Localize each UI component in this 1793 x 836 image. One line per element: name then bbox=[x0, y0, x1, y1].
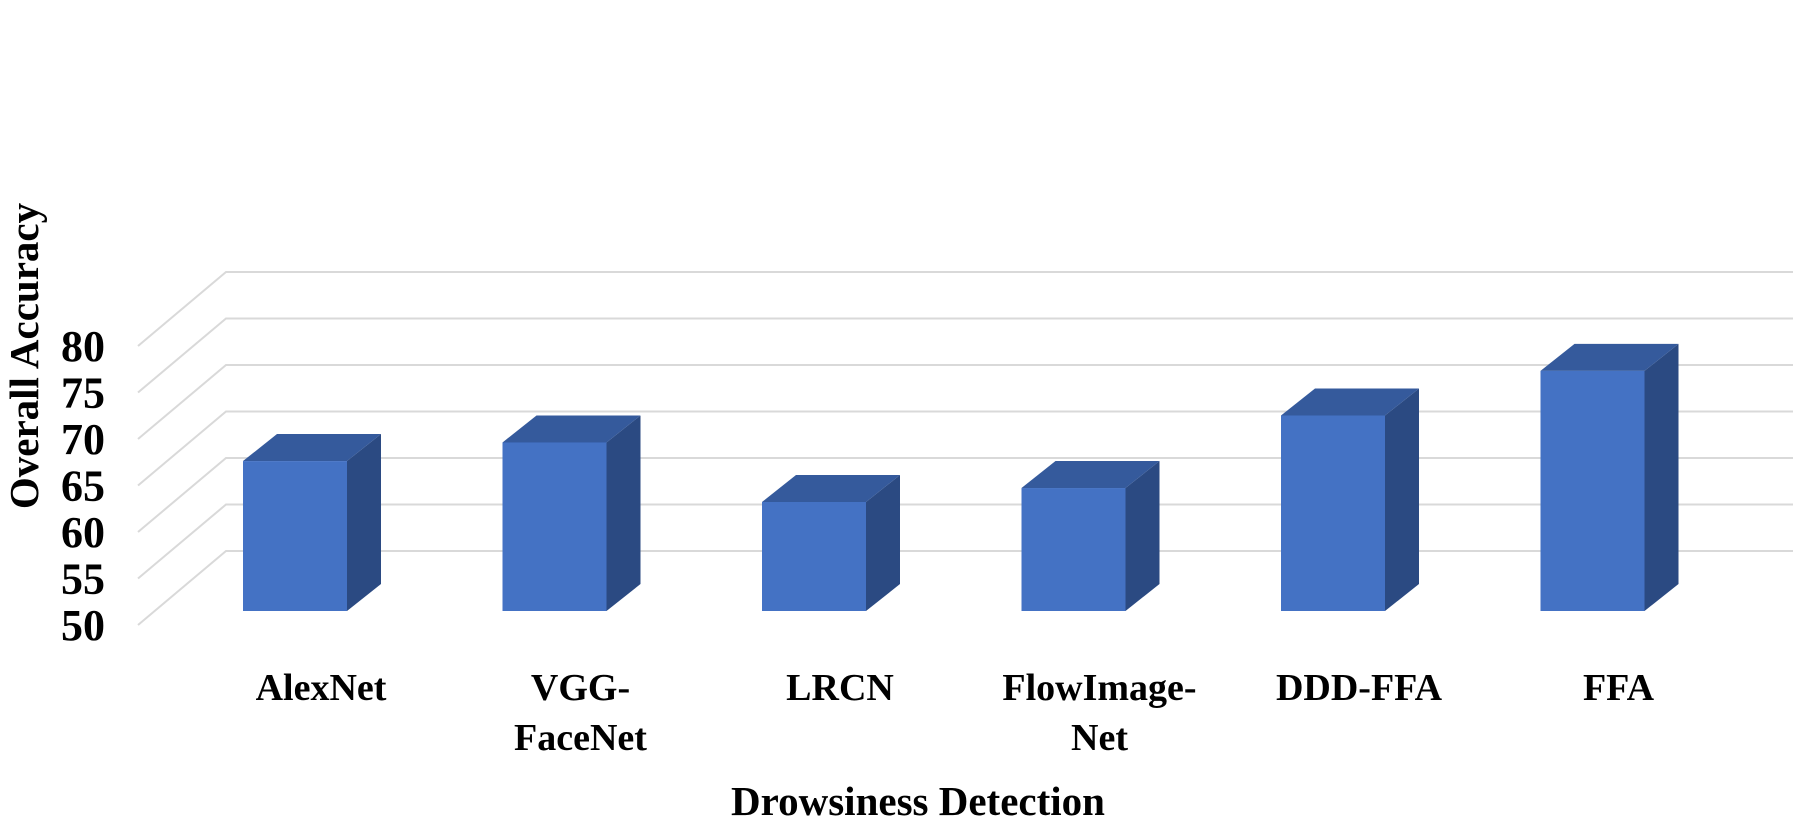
bar-top bbox=[502, 415, 641, 443]
gridline bbox=[137, 550, 1793, 626]
x-tick-label: DDD-FFA bbox=[1276, 667, 1443, 709]
bar-front bbox=[1281, 415, 1385, 611]
gridline bbox=[137, 317, 1793, 394]
x-tick-label: FlowImage- bbox=[1002, 667, 1196, 709]
bar-side bbox=[347, 434, 381, 611]
y-tick-label: 50 bbox=[61, 601, 105, 650]
bar bbox=[1021, 461, 1160, 611]
x-axis-categories: AlexNet VGG- FaceNet LRCN FlowImage- Net DDD-F… bbox=[256, 667, 1655, 759]
x-tick-label: Net bbox=[1071, 717, 1128, 759]
x-tick-label: VGG- bbox=[531, 667, 630, 709]
x-tick-label: LRCN bbox=[786, 667, 894, 709]
bar-side bbox=[1125, 461, 1160, 611]
bar bbox=[1540, 343, 1679, 611]
bar-front bbox=[502, 442, 607, 611]
y-tick-label: 75 bbox=[61, 369, 105, 418]
bar bbox=[502, 415, 641, 611]
gridline bbox=[137, 410, 1793, 487]
gridline bbox=[137, 271, 1793, 347]
bar-side bbox=[866, 474, 900, 611]
y-axis-title: Overall Accuracy bbox=[1, 202, 47, 509]
y-tick-label: 65 bbox=[61, 462, 105, 511]
x-tick-label: AlexNet bbox=[256, 667, 387, 709]
bar bbox=[762, 474, 900, 611]
x-tick-label: FFA bbox=[1583, 667, 1655, 709]
y-tick-label: 60 bbox=[61, 508, 105, 557]
y-tick-label: 80 bbox=[61, 322, 105, 371]
bar-top bbox=[1281, 388, 1419, 416]
x-axis-title: Drowsiness Detection bbox=[731, 778, 1105, 824]
bar-top bbox=[1540, 343, 1679, 371]
bar bbox=[243, 434, 381, 611]
y-tick-label: 70 bbox=[61, 415, 105, 464]
x-tick-label: FaceNet bbox=[514, 717, 647, 759]
gridline bbox=[137, 457, 1793, 533]
bar bbox=[1281, 388, 1419, 611]
bar-side bbox=[606, 415, 641, 611]
bar-top bbox=[243, 434, 381, 462]
bar-side bbox=[1644, 343, 1679, 611]
y-tick-label: 55 bbox=[61, 555, 105, 604]
gridline bbox=[137, 503, 1793, 580]
bar-top bbox=[1021, 461, 1160, 489]
bar-front bbox=[243, 461, 347, 611]
bar-front bbox=[1021, 488, 1126, 611]
bar-side bbox=[1385, 388, 1419, 611]
bar-top bbox=[762, 474, 900, 502]
gridline bbox=[137, 364, 1793, 440]
gridlines bbox=[137, 271, 1793, 626]
bar-front bbox=[762, 501, 866, 611]
bar-front bbox=[1540, 370, 1645, 611]
bars bbox=[243, 343, 1679, 611]
